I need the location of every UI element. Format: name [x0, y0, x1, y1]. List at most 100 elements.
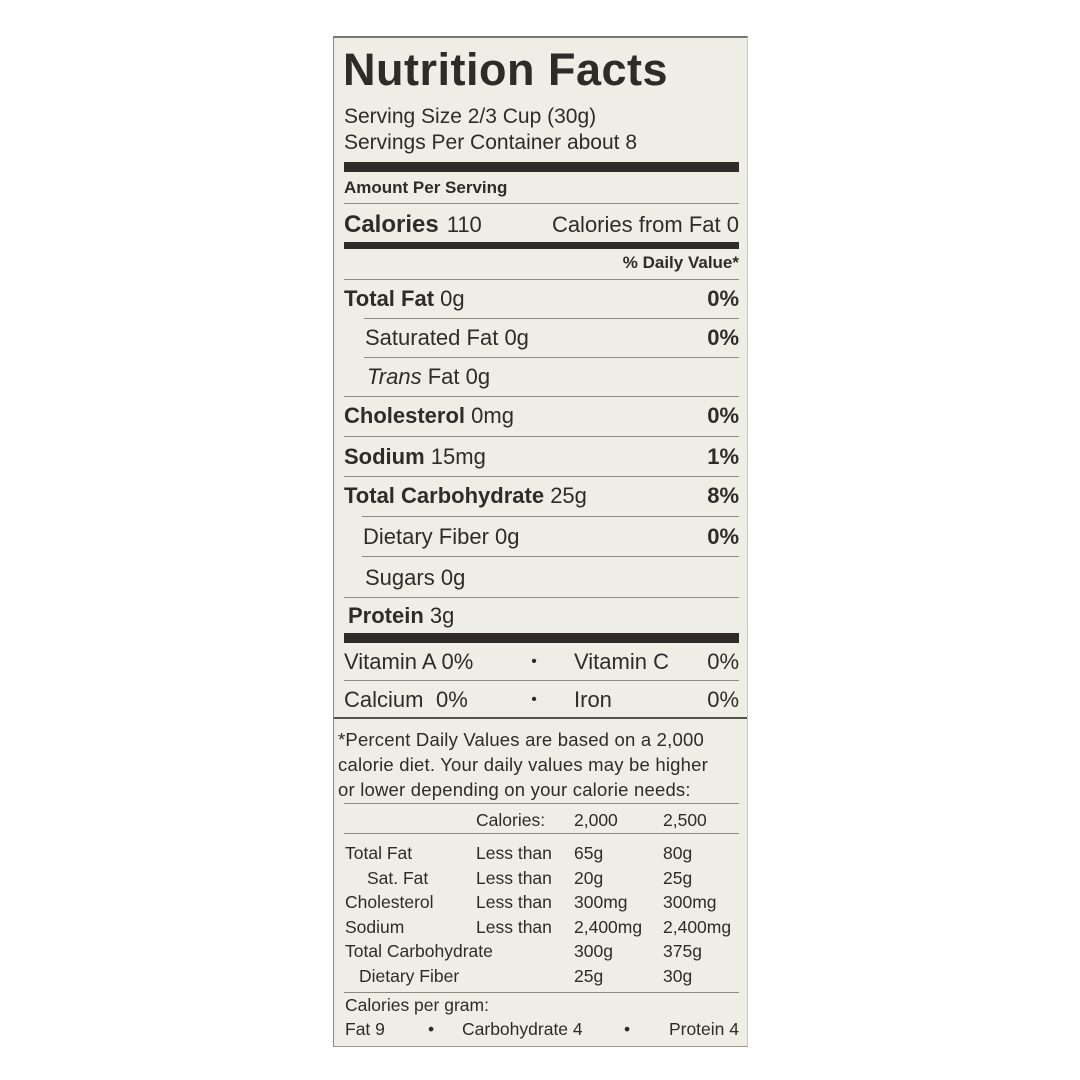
- divider: [344, 680, 739, 681]
- nutrient-dv: 0%: [707, 403, 739, 428]
- nutrient-label: Sugars: [365, 565, 435, 590]
- vitamin-dv: 0%: [441, 649, 474, 674]
- nutrient-row: Total Carbohydrate 25g 8%: [344, 481, 739, 511]
- vitamin-a: Vitamin A 0%: [344, 649, 494, 675]
- table-cell: 25g: [663, 867, 693, 888]
- table-cell: 300g: [574, 941, 613, 961]
- nutrient-label: Sodium: [344, 444, 425, 469]
- footnote-line: or lower depending on your calorie needs…: [338, 779, 691, 800]
- vitamin-label: Calcium: [344, 687, 424, 712]
- nutrient-label: Total Fat: [344, 286, 435, 311]
- table-cell: Total Fat: [345, 843, 413, 863]
- footnote-line: *Percent Daily Values are based on a 2,0…: [338, 729, 704, 750]
- nutrient-label: Dietary Fiber: [363, 524, 489, 549]
- calories-value: 110: [446, 212, 482, 237]
- table-header: 2,500: [663, 810, 707, 830]
- daily-value-header: % Daily Value*: [622, 253, 739, 272]
- divider: [344, 992, 739, 993]
- nutrient-dv: 1%: [707, 444, 739, 469]
- divider: [364, 357, 739, 358]
- nutrient-row: Trans Fat 0g: [367, 362, 739, 392]
- carbohydrate-per-gram: Carbohydrate 4: [462, 1019, 583, 1039]
- divider: [344, 203, 739, 204]
- footnote: *Percent Daily Values are based on a 2,0…: [338, 727, 708, 802]
- divider: [344, 436, 739, 437]
- divider: [344, 279, 739, 280]
- nutrient-label: Total Carbohydrate: [344, 483, 545, 508]
- nutrient-amount: 0mg: [471, 403, 514, 428]
- divider: [344, 162, 739, 172]
- nutrient-amount: 0g: [465, 364, 491, 389]
- table-cell: 300mg: [574, 892, 628, 912]
- nutrient-dv: 8%: [707, 483, 739, 508]
- divider: [344, 476, 739, 477]
- nutrition-facts-label: Nutrition Facts Serving Size 2/3 Cup (30…: [333, 36, 748, 1047]
- divider: [344, 803, 739, 804]
- divider: [362, 556, 739, 557]
- divider: [364, 318, 739, 319]
- vitamin-row: Vitamin A 0% • Vitamin C 0%: [344, 647, 739, 677]
- fat-per-gram: Fat 9: [345, 1019, 385, 1039]
- vitamin-label: Iron: [574, 687, 612, 712]
- bullet: •: [428, 1019, 435, 1039]
- nutrient-label: Protein: [348, 603, 424, 628]
- divider: [344, 396, 739, 397]
- nutrient-dv: 0%: [707, 286, 739, 311]
- bullet: •: [531, 653, 537, 670]
- table-cell: 65g: [574, 843, 604, 863]
- calories-row: Calories 110 Calories from Fat 0: [344, 210, 739, 240]
- divider: [344, 242, 739, 249]
- footnote-line: calorie diet. Your daily values may be h…: [338, 754, 708, 775]
- table-cell: 375g: [663, 941, 702, 961]
- nutrient-amount: 0g: [440, 565, 466, 590]
- nutrient-amount: 0g: [440, 286, 465, 311]
- vitamin-dv: 0%: [707, 687, 739, 712]
- table-cell: 25g: [574, 965, 604, 986]
- table-cell: Total Carbohydrate: [345, 941, 493, 961]
- nutrient-row: Sugars 0g: [365, 563, 739, 593]
- nutrient-row: Cholesterol 0mg 0%: [344, 401, 739, 431]
- table-cell: Less than: [476, 843, 552, 863]
- table-cell: 80g: [663, 843, 693, 863]
- nutrient-amount: 25g: [550, 483, 587, 508]
- nutrient-row: Total Fat 0g 0%: [344, 284, 739, 314]
- nutrient-amount: 0g: [495, 524, 520, 549]
- nutrient-amount: 0g: [504, 325, 529, 350]
- table-header: Calories:: [476, 810, 546, 830]
- table-cell: Less than: [476, 867, 552, 888]
- amount-per-serving: Amount Per Serving: [344, 178, 508, 197]
- table-cell: 30g: [663, 965, 693, 986]
- divider: [344, 597, 739, 598]
- vitamin-label: Vitamin C: [574, 649, 669, 674]
- table-cell: 2,400mg: [663, 916, 732, 937]
- divider: [344, 833, 739, 834]
- table-cell: Cholesterol: [345, 892, 434, 912]
- calories-per-gram-label: Calories per gram:: [345, 995, 489, 1015]
- servings-per-container: Servings Per Container about 8: [344, 131, 638, 154]
- vitamin-row: Calcium 0% • Iron 0%: [344, 685, 739, 715]
- vitamin-dv: 0%: [707, 649, 739, 674]
- table-cell: 20g: [574, 867, 604, 888]
- nutrient-dv: 0%: [707, 524, 739, 549]
- divider: [344, 633, 739, 643]
- bullet: •: [624, 1019, 631, 1039]
- vitamin-dv: 0%: [436, 687, 468, 712]
- table-header: 2,000: [574, 810, 618, 830]
- table-cell: Sodium: [345, 916, 405, 937]
- calories-from-fat: Calories from Fat 0: [551, 212, 739, 237]
- table-cell: Dietary Fiber: [359, 965, 460, 986]
- serving-size: Serving Size 2/3 Cup (30g): [344, 105, 597, 128]
- nutrient-label: Cholesterol: [344, 403, 466, 428]
- table-cell: Less than: [476, 892, 552, 912]
- nutrient-row: Protein 3g: [348, 601, 739, 631]
- title: Nutrition Facts: [343, 44, 669, 95]
- nutrient-label: Saturated Fat: [365, 325, 499, 350]
- vitamin-label: Vitamin A: [344, 649, 436, 674]
- nutrient-row: Saturated Fat 0g 0%: [365, 323, 739, 353]
- divider: [334, 717, 747, 719]
- nutrient-row: Sodium 15mg 1%: [344, 442, 739, 472]
- protein-per-gram: Protein 4: [668, 1019, 739, 1039]
- table-cell: 2,400mg: [574, 916, 643, 937]
- nutrient-label: Trans: [367, 364, 422, 389]
- divider: [362, 516, 739, 517]
